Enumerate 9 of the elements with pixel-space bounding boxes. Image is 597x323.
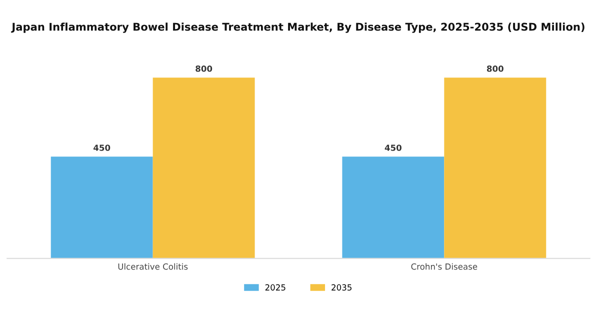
data-label: 800	[486, 65, 504, 72]
data-label: 450	[94, 144, 110, 151]
legend-label: 2035	[332, 284, 352, 291]
x-tick-label: Ulcerative Colitis	[118, 263, 188, 270]
legend-label: 2025	[265, 284, 286, 291]
data-label: 450	[384, 144, 402, 151]
x-tick-label: Crohn's Disease	[411, 263, 478, 270]
data-label: 800	[196, 65, 212, 72]
chart-title: Japan Inflammatory Bowel Disease Treatment Market, By Disease Type, 2025-2035 (USD Million)	[11, 22, 584, 33]
